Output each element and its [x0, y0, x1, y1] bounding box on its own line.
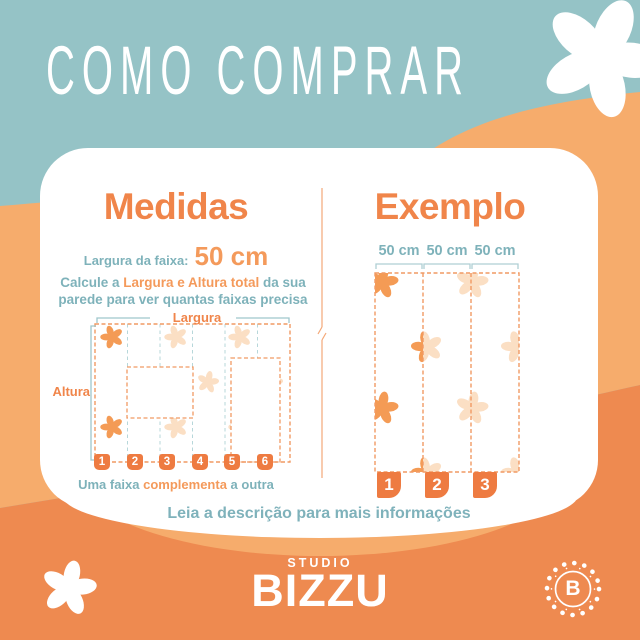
wall-strip-number-3: 3 [159, 454, 175, 470]
wall-strip-number-4: 4 [192, 454, 208, 470]
strip-measure-label-1: 50 cm [378, 243, 420, 259]
wall-strip-number-2: 2 [127, 454, 143, 470]
wall-strip-number-5: 5 [224, 454, 240, 470]
largura-measure-lines [96, 317, 290, 323]
wall-caption: Uma faixa complementa a outra [48, 477, 304, 492]
largura-axis-label: Largura [172, 310, 222, 325]
brand-logo-text: BIZZU [251, 565, 389, 616]
strip-width-line: Largura da faixa: 50 cm [48, 241, 304, 272]
instruction-highlight: Largura e Altura total [123, 275, 260, 290]
badge-stamp-icon [544, 560, 602, 618]
strip-width-value: 50 cm [194, 241, 269, 271]
strip-measure-label-3: 50 cm [474, 243, 516, 259]
footer-note: Leia a descrição para mais informações [167, 505, 471, 522]
altura-measure-line [90, 325, 96, 461]
example-strips-diagram [374, 263, 520, 473]
example-strip-number-3: 3 [473, 472, 497, 498]
strip-measure-brackets [375, 263, 519, 269]
altura-axis-label: Altura [52, 384, 90, 399]
brand-studio-label: STUDIO [287, 556, 353, 570]
caption-part-1: Uma faixa [78, 477, 144, 492]
page-title: COMO COMPRAR [46, 34, 470, 110]
caption-highlight: complementa [143, 477, 227, 492]
caption-part-2: a outra [226, 477, 274, 492]
door-cutout [230, 357, 281, 463]
example-strip-number-1: 1 [377, 472, 401, 498]
instruction-part-1: Calcule a [60, 275, 124, 290]
exemplo-heading: Exemplo [374, 186, 526, 227]
badge-letter: B [565, 577, 581, 600]
wall-strip-number-1: 1 [94, 454, 110, 470]
strip-measure-labels: 50 cm 50 cm 50 cm [375, 243, 519, 259]
wall-diagram [90, 317, 291, 463]
example-strip-number-2: 2 [425, 472, 449, 498]
medidas-heading: Medidas [103, 186, 249, 227]
strip-measure-label-2: 50 cm [426, 243, 468, 259]
wall-strip-number-6: 6 [257, 454, 273, 470]
window-cutout [126, 366, 194, 419]
instruction-text: Calcule a Largura e Altura total da sua … [58, 274, 308, 308]
column-divider [317, 188, 327, 478]
strip-width-label: Largura da faixa: [83, 253, 189, 268]
instruction-part-2: da sua parede para ver quantas faixas pr… [58, 275, 308, 307]
